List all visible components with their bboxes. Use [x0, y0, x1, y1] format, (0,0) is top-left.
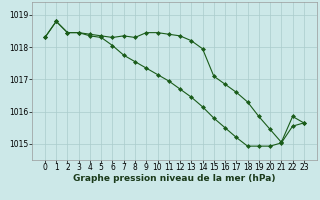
- X-axis label: Graphe pression niveau de la mer (hPa): Graphe pression niveau de la mer (hPa): [73, 174, 276, 183]
